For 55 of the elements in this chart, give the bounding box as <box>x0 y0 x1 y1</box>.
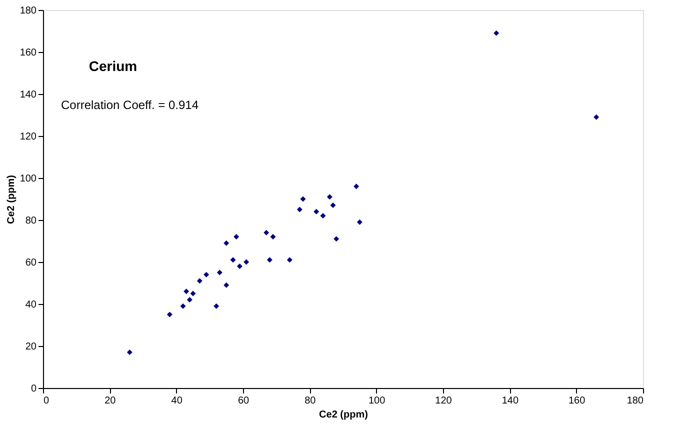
point <box>354 184 360 190</box>
y-tick-label: 180 <box>20 6 37 16</box>
point <box>186 297 192 303</box>
y-tick-label: 80 <box>25 216 37 226</box>
point <box>196 278 202 284</box>
point <box>190 290 196 296</box>
point <box>334 236 340 242</box>
y-tick-label: 140 <box>20 90 37 100</box>
point <box>264 230 270 236</box>
x-tick-label: 60 <box>238 396 250 406</box>
x-tick-label: 100 <box>368 396 386 406</box>
point <box>270 234 276 240</box>
point <box>234 234 240 240</box>
point <box>216 270 222 276</box>
point <box>314 208 320 214</box>
y-axis-title: Ce2 (ppm) <box>6 175 17 224</box>
point <box>330 202 336 208</box>
point <box>286 257 292 263</box>
x-tick-label: 80 <box>304 396 316 406</box>
y-tick-label: 60 <box>25 258 37 268</box>
x-tick-label: 160 <box>568 396 586 406</box>
y-tick-label: 120 <box>20 132 37 142</box>
x-tick-label: 120 <box>435 396 452 406</box>
point <box>356 219 362 225</box>
point <box>326 194 332 200</box>
point <box>594 114 600 120</box>
point <box>214 303 220 309</box>
text: Cerium <box>88 58 138 74</box>
point <box>300 196 306 202</box>
y-tick-label: 0 <box>30 384 37 394</box>
point <box>126 350 132 356</box>
point <box>296 206 302 212</box>
point <box>320 213 326 219</box>
point <box>224 282 230 288</box>
point <box>166 312 172 318</box>
point <box>184 288 190 294</box>
point <box>494 30 500 36</box>
point <box>180 303 186 309</box>
x-axis-title: Ce2 (ppm) <box>319 410 368 420</box>
point <box>230 257 236 263</box>
point <box>204 272 210 278</box>
point <box>236 263 242 269</box>
point <box>266 257 272 263</box>
annotation: Correlation Coeff. = 0.914 <box>61 98 199 112</box>
x-tick-label: 40 <box>171 396 183 406</box>
x-tick-label: 180 <box>626 396 644 406</box>
x-tick-label: 140 <box>502 396 519 406</box>
y-tick-label: 20 <box>25 342 37 352</box>
y-tick-label: 160 <box>20 48 37 58</box>
point <box>244 259 250 265</box>
x-tick-label: 20 <box>104 396 116 406</box>
point <box>224 240 230 246</box>
x-tick-label: 0 <box>44 396 50 406</box>
y-tick-label: 40 <box>25 300 37 310</box>
y-tick-label: 100 <box>20 174 37 184</box>
